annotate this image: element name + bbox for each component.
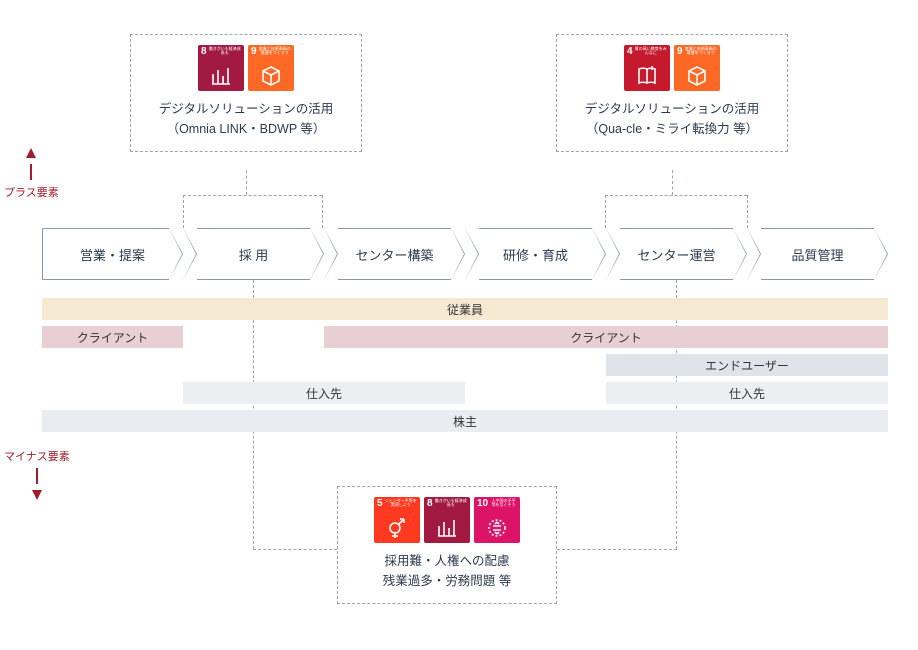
sdg-9-icon: 9産業と技術革新の基盤をつくろう xyxy=(674,45,720,91)
stakeholder-bar-6: 株主 xyxy=(42,410,888,432)
process-step-5: 品質管理 xyxy=(747,228,888,280)
process-step-label: センター運営 xyxy=(637,245,715,264)
stakeholder-label: 仕入先 xyxy=(729,385,765,402)
sdg-4-icon: 4質の高い教育をみんなに xyxy=(624,45,670,91)
sdg-5-icon: 5ジェンダー平等を実現しよう xyxy=(374,497,420,543)
arrow-down-icon xyxy=(32,490,42,500)
callout-line2: 残業過多・労務問題 等 xyxy=(354,571,540,591)
stakeholder-bar-4: 仕入先 xyxy=(183,382,465,404)
stakeholder-bar-0: 従業員 xyxy=(42,298,888,320)
process-step-0: 営業・提案 xyxy=(42,228,183,280)
callout-risks: 5ジェンダー平等を実現しよう8働きがいも経済成長も10人や国の不平等をなくそう … xyxy=(337,486,557,604)
stakeholder-bar-5: 仕入先 xyxy=(606,382,888,404)
minus-text: マイナス要素 xyxy=(4,448,70,464)
sdg-icons-right: 4質の高い教育をみんなに9産業と技術革新の基盤をつくろう xyxy=(573,45,771,91)
callout-line1: 採用難・人権への配慮 xyxy=(354,551,540,571)
process-step-2: センター構築 xyxy=(324,228,465,280)
process-step-label: 採 用 xyxy=(239,245,269,264)
stakeholder-bar-1: クライアント xyxy=(42,326,183,348)
arrow-up-icon xyxy=(26,148,36,158)
stakeholder-label: 従業員 xyxy=(447,301,483,318)
stakeholder-label: 株主 xyxy=(453,413,477,430)
plus-text: プラス要素 xyxy=(4,184,59,200)
sdg-icons-left: 8働きがいも経済成長も9産業と技術革新の基盤をつくろう xyxy=(147,45,345,91)
process-step-label: 営業・提案 xyxy=(80,245,145,264)
process-step-3: 研修・育成 xyxy=(465,228,606,280)
minus-factor-label: マイナス要素 xyxy=(4,448,70,500)
process-step-label: 品質管理 xyxy=(791,245,843,264)
stakeholder-label: クライアント xyxy=(77,329,149,346)
process-step-label: 研修・育成 xyxy=(503,245,568,264)
stakeholder-label: クライアント xyxy=(570,329,642,346)
sdg-10-icon: 10人や国の不平等をなくそう xyxy=(474,497,520,543)
plus-factor-label: プラス要素 xyxy=(4,148,59,200)
callout-digital-left: 8働きがいも経済成長も9産業と技術革新の基盤をつくろう デジタルソリューションの… xyxy=(130,34,362,152)
stakeholder-bar-2: クライアント xyxy=(324,326,888,348)
callout-digital-right: 4質の高い教育をみんなに9産業と技術革新の基盤をつくろう デジタルソリューション… xyxy=(556,34,788,152)
sdg-icons-bottom: 5ジェンダー平等を実現しよう8働きがいも経済成長も10人や国の不平等をなくそう xyxy=(354,497,540,543)
process-step-label: センター構築 xyxy=(355,245,433,264)
callout-line1: デジタルソリューションの活用 xyxy=(573,99,771,119)
sdg-8-icon: 8働きがいも経済成長も xyxy=(424,497,470,543)
value-chain-diagram: プラス要素 マイナス要素 8働きがいも経済成長も9産業と技術革新の基盤をつくろう… xyxy=(0,0,918,650)
callout-line2: （Qua-cle・ミライ転換力 等） xyxy=(573,119,771,139)
process-step-1: 採 用 xyxy=(183,228,324,280)
callout-line2: （Omnia LINK・BDWP 等） xyxy=(147,119,345,139)
stakeholder-bar-3: エンドユーザー xyxy=(606,354,888,376)
process-row: 営業・提案 採 用 センター構築 研修・育成 センター運営 品質管理 xyxy=(42,228,888,280)
callout-line1: デジタルソリューションの活用 xyxy=(147,99,345,119)
sdg-8-icon: 8働きがいも経済成長も xyxy=(198,45,244,91)
process-step-4: センター運営 xyxy=(606,228,747,280)
sdg-9-icon: 9産業と技術革新の基盤をつくろう xyxy=(248,45,294,91)
stakeholder-label: エンドユーザー xyxy=(705,357,789,374)
stakeholder-label: 仕入先 xyxy=(306,385,342,402)
